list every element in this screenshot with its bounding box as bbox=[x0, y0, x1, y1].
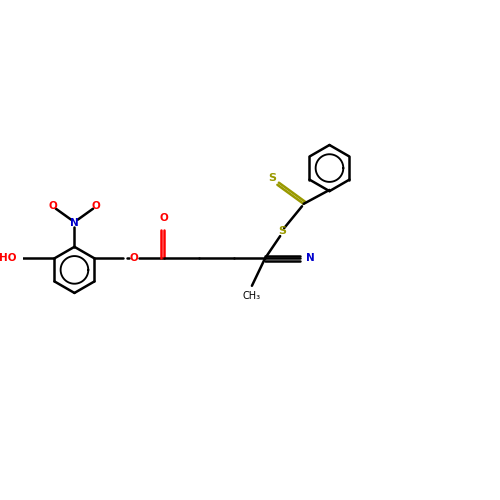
Text: O: O bbox=[160, 214, 168, 224]
Text: N: N bbox=[306, 254, 314, 264]
Text: HO: HO bbox=[0, 254, 16, 264]
Text: O: O bbox=[92, 202, 100, 211]
Text: CH₃: CH₃ bbox=[242, 292, 260, 302]
Text: N: N bbox=[70, 218, 79, 228]
Text: S: S bbox=[268, 174, 276, 184]
Text: S: S bbox=[278, 226, 286, 235]
Text: O: O bbox=[130, 254, 138, 264]
Text: O: O bbox=[48, 202, 57, 211]
